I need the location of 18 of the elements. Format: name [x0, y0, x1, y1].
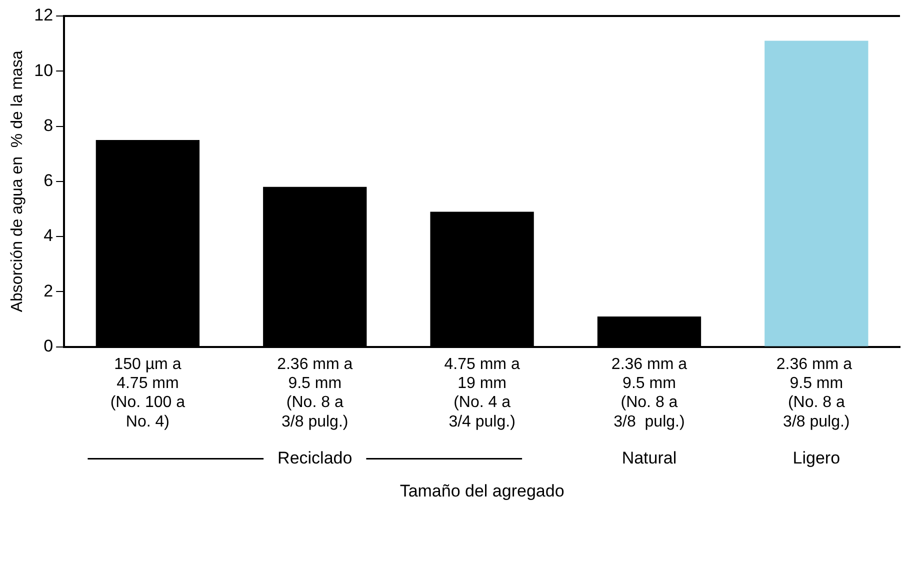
text: Ligero — [792, 448, 840, 468]
text: Reciclado — [278, 448, 352, 468]
x-axis-title: Tamaño del agregado — [400, 481, 564, 500]
y-tick-label: 2 — [44, 281, 54, 300]
y-tick-label: 8 — [44, 116, 54, 135]
bar — [764, 40, 868, 346]
y-tick-label: 4 — [44, 226, 54, 246]
y-tick-label: 0 — [44, 336, 54, 356]
y-tick-label: 10 — [34, 60, 54, 80]
x-tick-label: 2.36 mm a 9.5 mm (No. 8 a 3/8 pulg.) — [277, 356, 353, 430]
x-tick-label: 2.36 mm a 9.5 mm (No. 8 a 3/8 pulg.) — [611, 356, 688, 430]
x-tick-label: 150 µm a 4.75 mm (No. 100 a No. 4) — [110, 356, 186, 430]
y-axis-title: Absorción de agua en % de la masa — [9, 50, 26, 312]
text: Natural — [622, 448, 677, 468]
y-tick-label: 12 — [34, 6, 54, 25]
y-tick-label: 6 — [44, 171, 54, 190]
x-tick-label: 4.75 mm a 19 mm (No. 4 a 3/4 pulg.) — [444, 356, 520, 430]
x-tick-label: 2.36 mm a 9.5 mm (No. 8 a 3/8 pulg.) — [776, 356, 856, 430]
